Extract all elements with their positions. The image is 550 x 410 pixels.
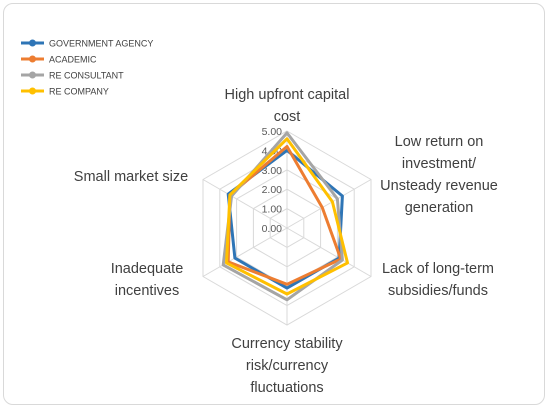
series-line <box>221 131 344 302</box>
tick-label: 2.00 <box>262 184 283 196</box>
legend-label: RE COMPANY <box>49 87 109 97</box>
tick-label: 1.00 <box>262 204 283 216</box>
grid-spoke <box>202 227 288 277</box>
grid-spoke <box>286 227 372 277</box>
series-line <box>225 137 349 296</box>
legend: GOVERNMENT AGENCY ACADEMIC RE CONSULTANT RE… <box>21 39 153 97</box>
legend-marker <box>29 39 36 47</box>
axis-label: Small market size <box>74 169 188 185</box>
legend-label: RE CONSULTANT <box>49 71 124 81</box>
tick-label: 3.00 <box>262 165 283 177</box>
tick-label: 0.00 <box>262 223 283 235</box>
series-line <box>226 148 344 290</box>
axis-label: High upfront capital cost <box>225 87 350 125</box>
series-layer <box>221 131 349 302</box>
legend-label: ACADEMIC <box>49 55 97 65</box>
axis-labels: High upfront capital cost Low return on inv… <box>74 87 498 396</box>
axis-label: Currency stability risk/currency fluctuati… <box>231 336 343 396</box>
legend-marker <box>29 55 36 63</box>
legend-marker <box>29 71 36 79</box>
tick-label: 5.00 <box>262 126 283 138</box>
chart-frame <box>3 3 545 405</box>
axis-label: Low return on investment/Unsteady revenue… <box>380 134 498 216</box>
grid-spoke <box>286 179 372 229</box>
legend-item: GOVERNMENT AGENCY <box>21 39 153 49</box>
axis-label: Lack of long-term subsidies/funds <box>382 261 494 299</box>
legend-item: RE COMPANY <box>21 87 109 97</box>
legend-marker <box>29 87 36 95</box>
legend-label: GOVERNMENT AGENCY <box>49 39 153 49</box>
grid-spoke <box>202 179 288 229</box>
axis-label: Inadequate incentives <box>111 261 184 299</box>
legend-item: RE CONSULTANT <box>21 71 124 81</box>
legend-item: ACADEMIC <box>21 55 97 65</box>
